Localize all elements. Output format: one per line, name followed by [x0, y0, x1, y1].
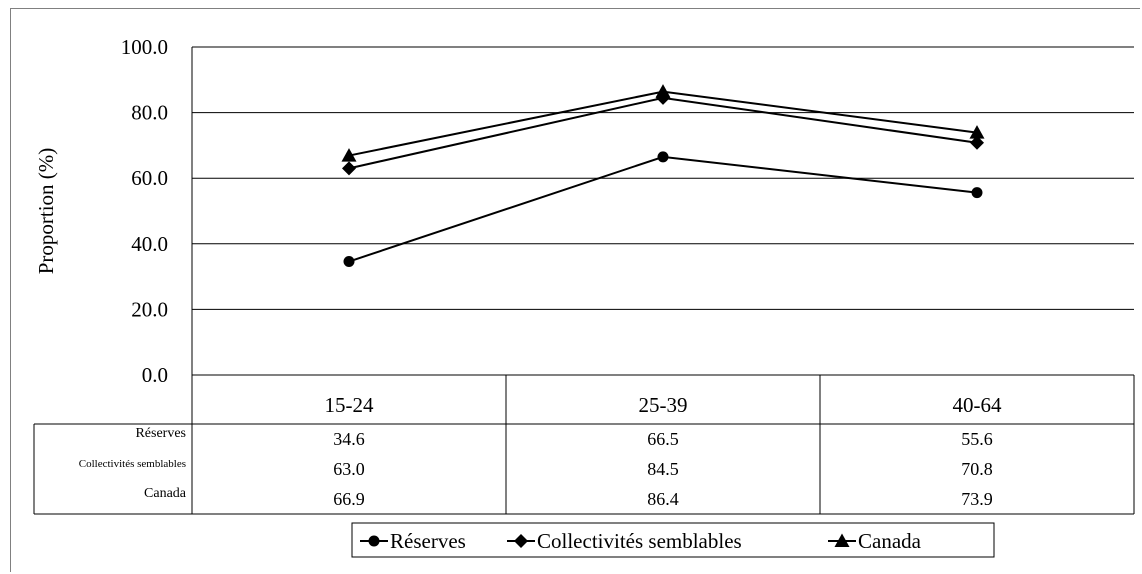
table-cell: 63.0: [333, 459, 365, 479]
data-point: [343, 256, 355, 268]
legend-marker: [368, 535, 380, 547]
legend-label: Réserves: [390, 529, 466, 553]
y-axis-label: Proportion (%): [34, 148, 58, 275]
table-cell: 66.5: [647, 429, 679, 449]
category-label: 40-64: [953, 393, 1002, 417]
y-tick-label: 20.0: [131, 297, 168, 321]
table-row-label: Collectivités semblables: [79, 458, 186, 470]
category-label: 15-24: [325, 393, 374, 417]
series-line: [348, 155, 978, 263]
data-point: [655, 84, 671, 98]
y-tick-label: 80.0: [131, 101, 168, 125]
data-point: [969, 125, 985, 139]
data-point: [971, 187, 983, 199]
legend-box: [351, 522, 995, 558]
table-cell: 70.8: [961, 459, 993, 479]
table-cell: 84.5: [647, 459, 679, 479]
data-point: [342, 161, 356, 176]
legend-marker: [834, 533, 850, 547]
table-cell: 55.6: [961, 429, 993, 449]
data-point: [657, 151, 669, 163]
y-tick-label: 40.0: [131, 232, 168, 256]
legend-marker: [514, 534, 528, 548]
y-tick-label: 100.0: [121, 35, 168, 59]
table-cell: 86.4: [647, 489, 679, 509]
legend-label: Collectivités semblables: [537, 529, 742, 553]
legend-label: Canada: [858, 529, 922, 553]
chart-frame: [10, 8, 1140, 572]
data-point: [970, 135, 984, 150]
table-cell: 34.6: [333, 429, 365, 449]
table-row-label: Réserves: [135, 426, 186, 441]
y-tick-label: 0.0: [142, 363, 168, 387]
category-label: 25-39: [639, 393, 688, 417]
table-cell: 66.9: [333, 489, 365, 509]
data-point: [341, 148, 357, 162]
table-cell: 73.9: [961, 489, 993, 509]
table-row-label: Canada: [144, 486, 187, 501]
y-tick-label: 60.0: [131, 166, 168, 190]
